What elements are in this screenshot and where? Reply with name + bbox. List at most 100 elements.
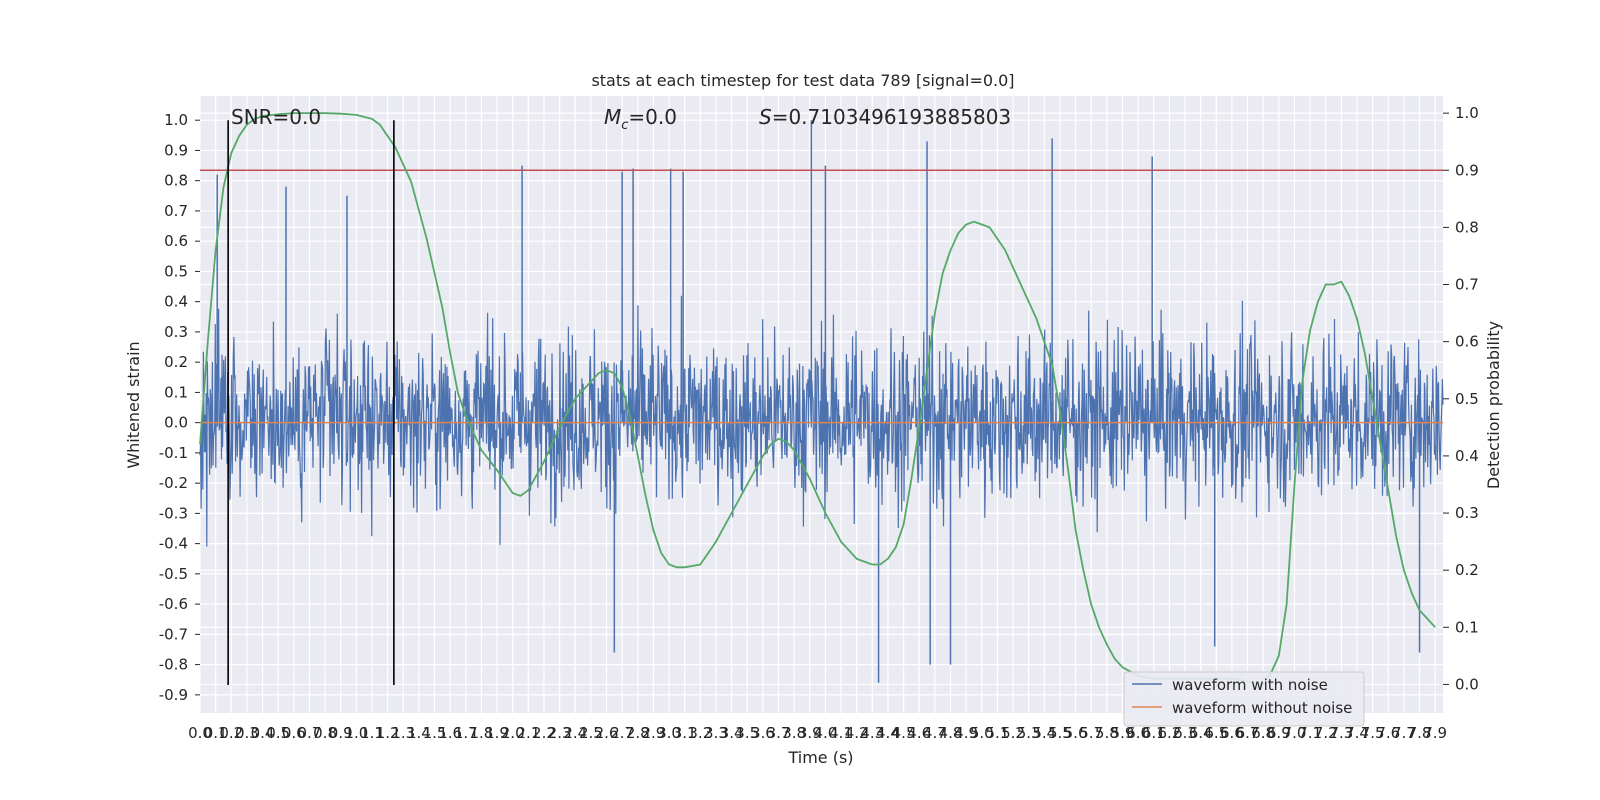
- legend-box: [1123, 671, 1365, 727]
- x-tick-label: 0.1: [204, 724, 228, 742]
- x-tick-label: 2.1: [516, 724, 540, 742]
- x-tick-label: 7.3: [1329, 724, 1353, 742]
- y-tick-label: 0.2: [164, 353, 188, 371]
- x-tick-label: 3.2: [688, 724, 712, 742]
- x-tick-label: 4.3: [860, 724, 884, 742]
- x-tick-label: 6.6: [1220, 724, 1244, 742]
- x-tick-label: 2.6: [595, 724, 619, 742]
- y2-tick-label: 0.6: [1455, 333, 1479, 351]
- y-tick-labels: -0.9 -0.8 -0.7 -0.6 -0.5 -0.4 -0.3 -0.2 -0.1 0.0 0…: [159, 111, 200, 704]
- x-tick-label: 7.5: [1361, 724, 1385, 742]
- x-tick-label: 2.9: [641, 724, 665, 742]
- x-tick-label: 3.6: [751, 724, 775, 742]
- x-tick-label: 0.8: [313, 724, 337, 742]
- mc-value: =0.0: [628, 105, 677, 129]
- x-tick-label: 2.0: [501, 724, 525, 742]
- y2-tick-label: 0.7: [1455, 276, 1479, 294]
- mc-symbol: M: [604, 105, 621, 129]
- y-tick-label: 0.3: [164, 323, 188, 341]
- x-tick-label: 6.5: [1204, 724, 1228, 742]
- y2-tick-label: 0.0: [1455, 675, 1479, 693]
- y-axis-label: Whitened strain: [124, 341, 143, 468]
- x-tick-label: 5.9: [1111, 724, 1135, 742]
- x-tick-label: 4.9: [954, 724, 978, 742]
- y2-tick-label: 0.2: [1455, 561, 1479, 579]
- legend-label-noise: waveform with noise: [1172, 676, 1328, 694]
- chart-title: stats at each timestep for test data 789…: [591, 71, 1014, 90]
- mc-subscript: c: [621, 118, 628, 133]
- x-tick-label: 7.0: [1283, 724, 1307, 742]
- y-tick-label: -0.4: [159, 535, 188, 553]
- x-tick-label: 7.9: [1423, 724, 1447, 742]
- x-tick-label: 1.1: [360, 724, 384, 742]
- x-tick-label: 0.4: [251, 724, 275, 742]
- x-tick-label: 3.9: [798, 724, 822, 742]
- y-tick-label: 0.1: [164, 383, 188, 401]
- x-tick-label: 5.4: [1032, 724, 1056, 742]
- x-tick-label: 0.3: [235, 724, 259, 742]
- y-tick-label: -0.9: [159, 686, 188, 704]
- x-axis-label: Time (s): [787, 748, 853, 767]
- y2-tick-labels: 0.0 0.1 0.2 0.3 0.4 0.5 0.6 0.7 0.8 0.9 1.0: [1443, 104, 1479, 693]
- legend: waveform with noise waveform without noi…: [1123, 671, 1365, 727]
- y-tick-label: 0.4: [164, 293, 188, 311]
- y-tick-label: 0.8: [164, 172, 188, 190]
- x-tick-label: 6.8: [1251, 724, 1275, 742]
- s-symbol: S: [759, 105, 772, 129]
- y-tick-label: -0.5: [159, 565, 188, 583]
- y-tick-label: -0.2: [159, 474, 188, 492]
- y2-tick-label: 1.0: [1455, 104, 1479, 122]
- x-tick-label: 7.1: [1298, 724, 1322, 742]
- y2-tick-label: 0.3: [1455, 504, 1479, 522]
- x-tick-label: 1.7: [454, 724, 478, 742]
- x-tick-label: 1.3: [391, 724, 415, 742]
- y-tick-label: -0.6: [159, 595, 188, 613]
- x-tick-label: 1.2: [376, 724, 400, 742]
- y-tick-label: -0.1: [159, 444, 188, 462]
- x-tick-label: 4.8: [939, 724, 963, 742]
- snr-annotation: SNR=0.0: [231, 105, 321, 129]
- series-detection-probability: [199, 112, 1436, 686]
- x-tick-label: 5.1: [985, 724, 1009, 742]
- y2-tick-label: 0.4: [1455, 447, 1479, 465]
- x-tick-label: 6.9: [1267, 724, 1291, 742]
- x-tick-label: 6.4: [1189, 724, 1213, 742]
- x-tick-label: 4.1: [829, 724, 853, 742]
- series-waveform-with-noise: [199, 120, 1444, 683]
- x-tick-label: 1.6: [438, 724, 462, 742]
- x-tick-label: 6.3: [1173, 724, 1197, 742]
- x-tick-label: 4.6: [907, 724, 931, 742]
- x-tick-label: 0.2: [219, 724, 243, 742]
- y2-axis-label: Detection probability: [1484, 321, 1503, 489]
- x-tick-label: 3.3: [704, 724, 728, 742]
- x-tick-label: 5.5: [1048, 724, 1072, 742]
- s-value: =0.7103496193885803: [772, 105, 1011, 129]
- s-annotation: S=0.7103496193885803: [759, 105, 1011, 129]
- x-tick-label: 6.0: [1126, 724, 1150, 742]
- series-lines: [199, 112, 1443, 686]
- x-tick-label: 5.7: [1079, 724, 1103, 742]
- x-tick-label: 7.2: [1314, 724, 1338, 742]
- y2-tick-label: 0.9: [1455, 161, 1479, 179]
- x-tick-label: 3.5: [735, 724, 759, 742]
- x-tick-label: 0.0: [188, 724, 212, 742]
- y2-tick-label: 0.1: [1455, 618, 1479, 636]
- x-tick-label: 4.2: [845, 724, 869, 742]
- x-tick-label: 0.9: [329, 724, 353, 742]
- mc-annotation: Mc=0.0: [604, 105, 677, 133]
- x-tick-label: 1.8: [470, 724, 494, 742]
- x-tick-label: 2.2: [532, 724, 556, 742]
- y-tick-label: 0.0: [164, 414, 188, 432]
- x-tick-label: 2.8: [626, 724, 650, 742]
- x-tick-label: 7.4: [1345, 724, 1369, 742]
- x-tick-label: 1.0: [344, 724, 368, 742]
- x-tick-label: 4.0: [813, 724, 837, 742]
- x-tick-label: 0.7: [298, 724, 322, 742]
- x-tick-label: 0.5: [266, 724, 290, 742]
- x-tick-label: 2.7: [610, 724, 634, 742]
- x-tick-label: 7.7: [1392, 724, 1416, 742]
- x-tick-label: 7.6: [1376, 724, 1400, 742]
- y-tick-label: 0.7: [164, 202, 188, 220]
- x-tick-label: 4.4: [876, 724, 900, 742]
